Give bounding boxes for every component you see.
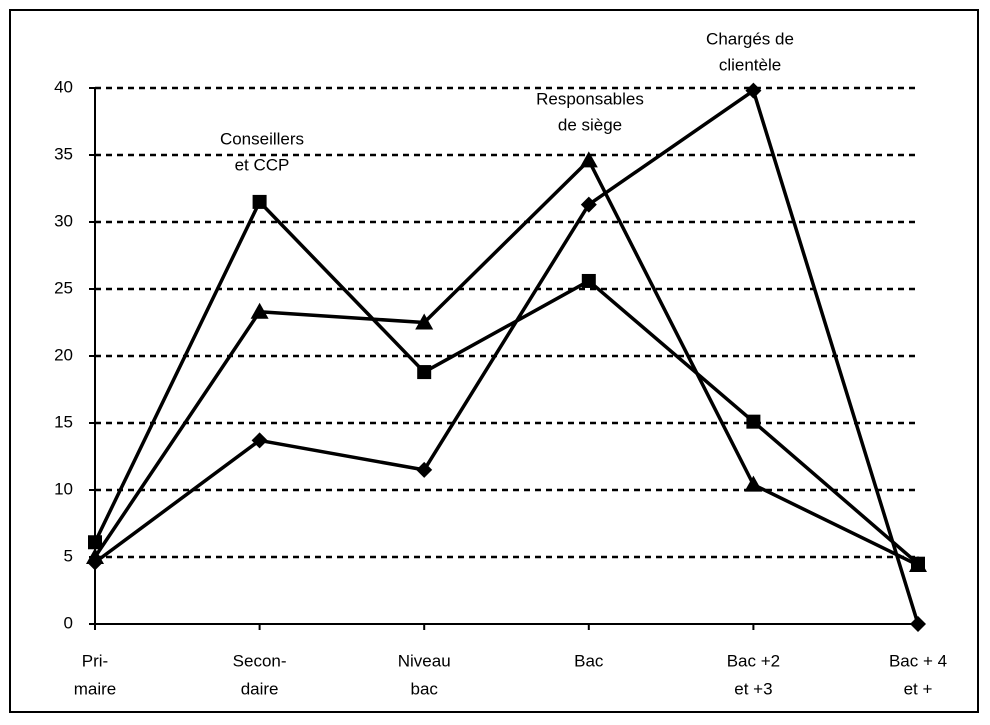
series-label: et CCP [235, 155, 290, 174]
series-label: Responsables [536, 89, 644, 108]
marker [250, 302, 269, 319]
marker [417, 365, 432, 380]
marker [581, 273, 596, 288]
marker [745, 82, 762, 99]
series-label: Chargés de [706, 29, 794, 48]
x-tick-label: Bac +2 [727, 651, 780, 670]
marker [744, 475, 763, 492]
marker [252, 194, 267, 209]
x-tick-label: Secon- [233, 651, 287, 670]
marker [415, 313, 434, 330]
marker [88, 535, 102, 550]
series-line [93, 200, 920, 566]
series-line [93, 88, 920, 625]
series-line [93, 158, 919, 567]
x-tick-label: et +3 [734, 679, 772, 698]
marker [580, 196, 597, 213]
marker [746, 414, 761, 429]
y-tick-label: 40 [54, 77, 73, 96]
x-tick-label: Bac + 4 [889, 651, 947, 670]
frame [9, 9, 979, 713]
series-label: Conseillers [220, 129, 304, 148]
marker [910, 616, 926, 632]
x-tick-label: maire [74, 679, 117, 698]
x-tick-label: bac [410, 679, 438, 698]
marker [909, 556, 927, 573]
series-label: de siège [558, 115, 622, 134]
y-tick-label: 35 [54, 144, 73, 163]
x-tick-label: daire [241, 679, 279, 698]
y-tick-label: 30 [54, 211, 73, 230]
marker [251, 432, 268, 449]
x-tick-label: et + [904, 679, 933, 698]
y-tick-label: 20 [54, 345, 73, 364]
x-tick-label: Niveau [398, 651, 451, 670]
y-tick-label: 0 [64, 613, 73, 632]
marker [416, 461, 433, 478]
series-label: clientèle [719, 55, 781, 74]
marker [579, 151, 598, 168]
y-tick-label: 25 [54, 278, 73, 297]
y-tick-label: 10 [54, 479, 73, 498]
x-tick-label: Bac [574, 651, 604, 670]
y-tick-label: 5 [64, 546, 73, 565]
y-tick-label: 15 [54, 412, 73, 431]
x-tick-label: Pri- [82, 651, 108, 670]
marker [87, 554, 103, 571]
